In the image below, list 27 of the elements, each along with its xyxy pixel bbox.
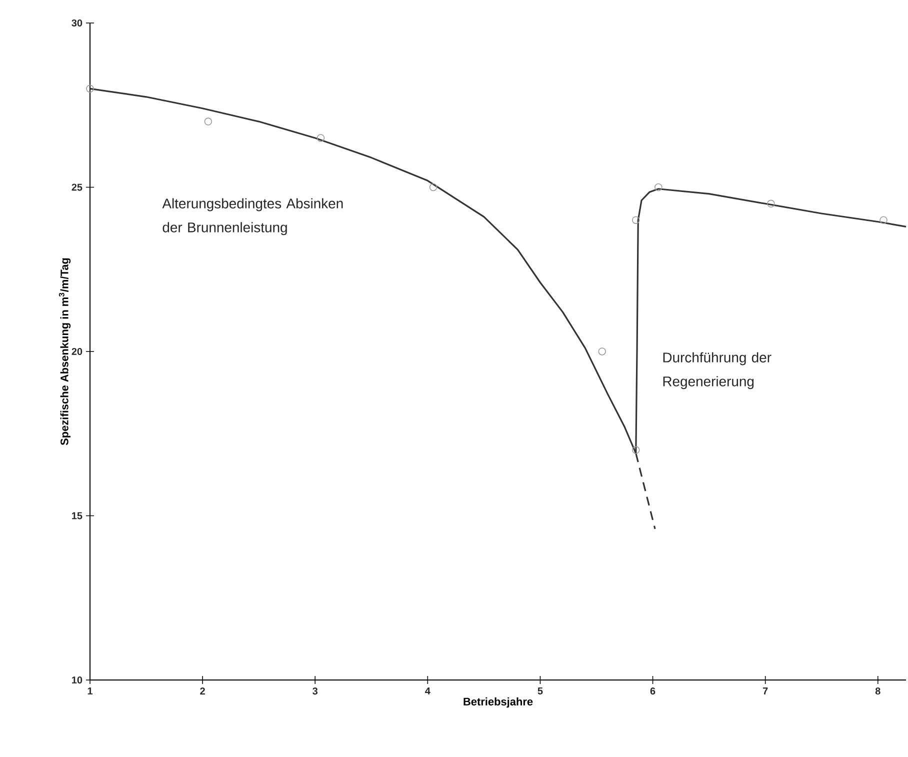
- y-tick-label: 15: [72, 512, 82, 520]
- y-tick-label: 30: [72, 19, 82, 27]
- point: [429, 183, 438, 192]
- y-tick-label: 10: [72, 676, 82, 684]
- point: [880, 216, 888, 224]
- x-tick-label: 5: [538, 688, 543, 694]
- x-tick-label: 6: [650, 688, 656, 695]
- point: [204, 118, 212, 126]
- x-tick-label: 1: [88, 688, 92, 694]
- annotation: Alterungsbedingtes Absinken der Brunnenleistung: [162, 198, 343, 236]
- x-tick-label: 2: [200, 688, 205, 694]
- y-tick-label: 25: [72, 184, 82, 191]
- point: [86, 84, 94, 93]
- point: [598, 348, 606, 356]
- point: [632, 216, 640, 224]
- annotation: Durchführung der Regenerierung: [663, 352, 772, 390]
- point: [316, 134, 325, 142]
- y-tick-label: 20: [72, 348, 82, 356]
- point: [654, 183, 662, 192]
- x-axis-title: Betriebsjahre: [464, 697, 533, 708]
- point: [767, 200, 775, 208]
- x-tick-label: 3: [312, 688, 318, 695]
- y-axis-title: Spezifische Absenkung in m$^{3}$/m/Tag: [58, 258, 71, 446]
- x-tick-label: 4: [425, 688, 430, 694]
- point: [632, 446, 640, 454]
- x-tick-label: 7: [762, 688, 768, 694]
- x-tick-label: 8: [875, 688, 880, 695]
